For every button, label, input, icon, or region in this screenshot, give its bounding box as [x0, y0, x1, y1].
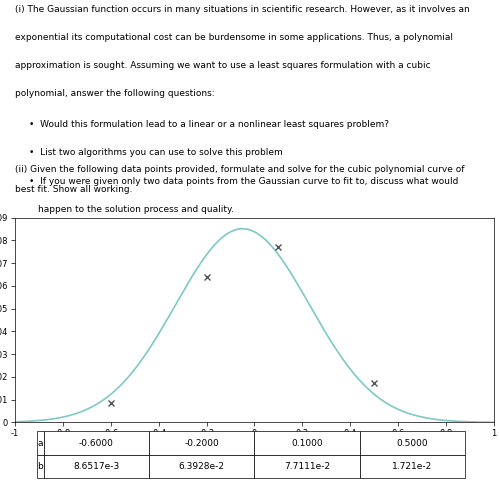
- Text: polynomial, answer the following questions:: polynomial, answer the following questio…: [15, 89, 215, 98]
- Text: (ii) Given the following data points provided, formulate and solve for the cubic: (ii) Given the following data points pro…: [15, 165, 465, 174]
- X-axis label: a: a: [250, 441, 258, 451]
- Text: exponential its computational cost can be burdensome in some applications. Thus,: exponential its computational cost can b…: [15, 33, 453, 42]
- Text: •  If you were given only two data points from the Gaussian curve to fit to, dis: • If you were given only two data points…: [29, 177, 459, 186]
- Text: best fit. Show all working.: best fit. Show all working.: [15, 185, 132, 194]
- Text: (i) The Gaussian function occurs in many situations in scientific research. Howe: (i) The Gaussian function occurs in many…: [15, 5, 470, 14]
- Text: •  List two algorithms you can use to solve this problem: • List two algorithms you can use to sol…: [29, 148, 283, 157]
- Text: approximation is sought. Assuming we want to use a least squares formulation wit: approximation is sought. Assuming we wan…: [15, 61, 431, 70]
- Text: happen to the solution process and quality.: happen to the solution process and quali…: [38, 205, 234, 214]
- Text: •  Would this formulation lead to a linear or a nonlinear least squares problem?: • Would this formulation lead to a linea…: [29, 120, 389, 128]
